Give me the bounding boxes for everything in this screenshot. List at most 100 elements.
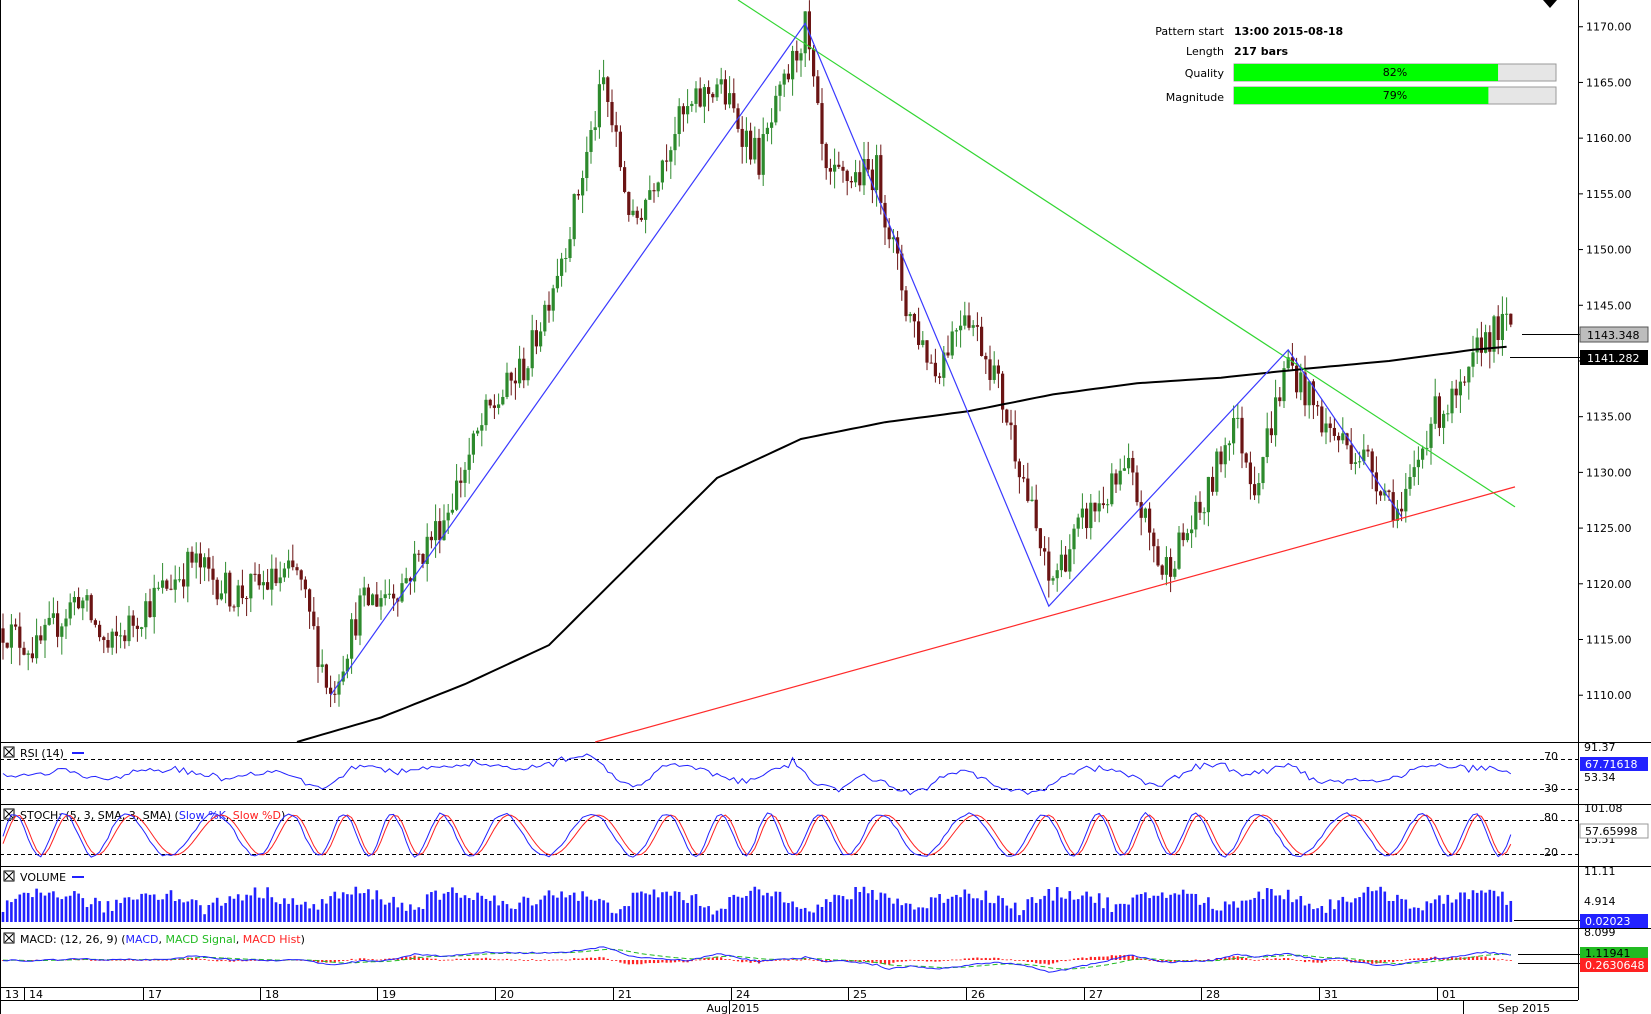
candle-body bbox=[1122, 468, 1126, 471]
candle-body bbox=[1013, 425, 1017, 462]
volume-bar bbox=[1097, 893, 1101, 922]
candle-body bbox=[816, 76, 820, 104]
volume-bar bbox=[1295, 899, 1298, 922]
volume-bar bbox=[1085, 891, 1088, 922]
quality-value: 82% bbox=[1383, 66, 1407, 79]
candle-body bbox=[954, 330, 958, 332]
macd-hist-bar bbox=[749, 960, 752, 963]
volume-bar bbox=[568, 895, 572, 922]
price-tick-label: 1170.00 bbox=[1586, 21, 1632, 34]
candle-body bbox=[980, 326, 984, 356]
macd-hist-bar bbox=[1442, 957, 1445, 960]
volume-bar bbox=[320, 899, 324, 922]
volume-bar bbox=[539, 899, 542, 922]
volume-bar bbox=[749, 890, 752, 922]
candle-body bbox=[812, 49, 816, 77]
candle-body bbox=[723, 79, 727, 105]
macd-label: MACD: (12, 26, 9) (MACD, MACD Signal, MA… bbox=[20, 933, 305, 946]
volume-bar bbox=[908, 903, 912, 922]
volume-bar bbox=[1475, 892, 1479, 922]
candle-body bbox=[631, 210, 635, 215]
macd-hist-bar bbox=[1106, 956, 1109, 960]
candle-body bbox=[828, 168, 832, 172]
volume-bar bbox=[1030, 897, 1034, 922]
support-trendline bbox=[595, 486, 1516, 743]
candle-body bbox=[18, 626, 22, 648]
volume-bar bbox=[463, 895, 467, 922]
macd-hist-bar bbox=[476, 958, 479, 960]
volume-bar bbox=[367, 889, 370, 922]
volume-bar bbox=[1488, 889, 1492, 922]
moving-average-line bbox=[296, 345, 1507, 743]
volume-bar bbox=[161, 899, 164, 922]
volume-bar bbox=[1148, 898, 1151, 922]
candle-body bbox=[350, 619, 354, 659]
candle-body bbox=[1005, 409, 1009, 423]
candle-body bbox=[1164, 557, 1168, 575]
macd-hist-bar bbox=[379, 959, 383, 961]
candle-body bbox=[509, 372, 513, 381]
volume-bar bbox=[904, 903, 908, 922]
candle-body bbox=[1030, 499, 1034, 501]
macd-hist-bar bbox=[652, 960, 656, 964]
macd-hist-bar bbox=[350, 958, 353, 960]
volume-label: VOLUME bbox=[20, 871, 66, 884]
candle-body bbox=[497, 404, 501, 408]
candle-body bbox=[366, 587, 370, 606]
candle-body bbox=[513, 380, 517, 384]
macd-hist-bar bbox=[417, 956, 420, 960]
volume-bar bbox=[1190, 893, 1193, 922]
volume-bar bbox=[1253, 897, 1256, 922]
candle-body bbox=[1169, 557, 1173, 577]
macd-hist-bar bbox=[745, 960, 748, 962]
candle-body bbox=[1307, 381, 1311, 406]
macd-hist-bar bbox=[1501, 959, 1504, 960]
macd-hist-bar bbox=[1081, 957, 1084, 960]
candle-body bbox=[182, 579, 186, 587]
macd-hist-bar bbox=[1203, 960, 1206, 961]
macd-hist-bar bbox=[1236, 956, 1239, 960]
volume-bar bbox=[421, 908, 425, 922]
candle-body bbox=[22, 647, 26, 655]
candle-body bbox=[1379, 491, 1383, 496]
volume-bar bbox=[1186, 893, 1189, 922]
volume-bar bbox=[505, 904, 509, 922]
time-axis: 13 14 17 18 19 20 21 24 25 26 27 28 31 01 bbox=[0, 987, 1456, 1001]
volume-bar bbox=[577, 900, 580, 922]
volume-bar bbox=[325, 903, 328, 922]
candle-body bbox=[652, 190, 656, 192]
volume-bar bbox=[1060, 897, 1063, 922]
candle-body bbox=[585, 151, 589, 179]
volume-bar bbox=[1240, 900, 1244, 922]
volume-bar bbox=[854, 887, 857, 922]
candle-body bbox=[148, 601, 152, 618]
candle-body bbox=[1370, 451, 1374, 473]
volume-bar bbox=[190, 899, 194, 922]
candle-body bbox=[1286, 357, 1290, 369]
candle-body bbox=[1106, 504, 1110, 506]
collapse-arrow-icon[interactable] bbox=[1543, 0, 1557, 8]
volume-bar bbox=[404, 910, 408, 922]
macd-hist-bar bbox=[1308, 960, 1311, 962]
volume-bar bbox=[119, 903, 122, 922]
volume-bar bbox=[182, 902, 185, 922]
day-label: 20 bbox=[500, 988, 514, 1001]
candle-body bbox=[698, 88, 702, 107]
volume-bar bbox=[740, 897, 744, 922]
macd-hist-bar bbox=[22, 960, 26, 961]
volume-bar bbox=[68, 895, 72, 922]
macd-hist-bar bbox=[715, 956, 719, 960]
macd-hist-bar bbox=[127, 959, 131, 961]
macd-hist-bar bbox=[669, 960, 672, 963]
candle-body bbox=[1450, 388, 1454, 414]
macd-hist-bar bbox=[1505, 959, 1508, 961]
volume-bar bbox=[774, 891, 778, 922]
candle-body bbox=[875, 155, 879, 191]
macd-hist-bar bbox=[480, 958, 483, 960]
candle-body bbox=[173, 579, 177, 590]
rsi-value: 67.71618 bbox=[1585, 758, 1638, 771]
candle-body bbox=[312, 611, 316, 627]
candle-body bbox=[715, 84, 719, 98]
macd-hist-bar bbox=[1287, 958, 1290, 960]
volume-bar bbox=[1324, 912, 1328, 922]
